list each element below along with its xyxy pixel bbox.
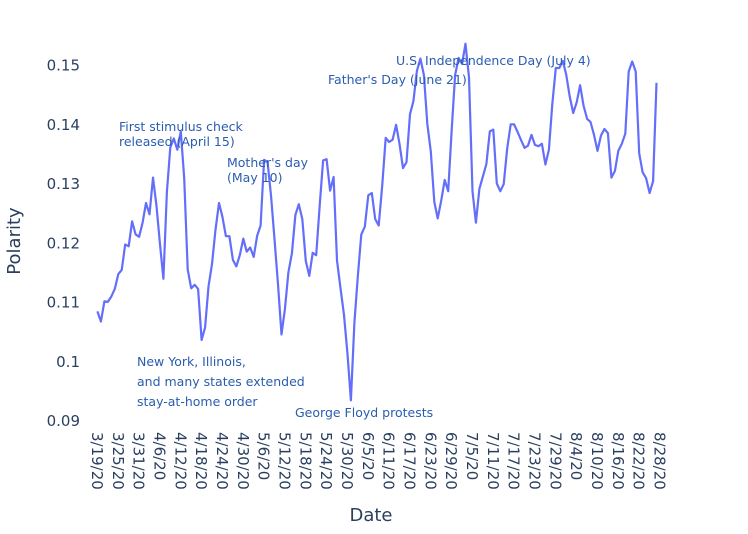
x-tick-label: 7/5/20 (463, 432, 481, 480)
x-tick-label: 6/11/20 (380, 432, 398, 490)
x-tick-label: 7/29/20 (546, 432, 564, 490)
y-axis-title: Polarity (4, 207, 25, 275)
annotation-stay-at-home-line-1: New York, Illinois, (137, 354, 246, 369)
x-tick-label: 7/17/20 (505, 432, 523, 490)
x-tick-label: 6/29/20 (442, 432, 460, 490)
x-tick-label: 4/6/20 (151, 432, 169, 480)
x-tick-label: 5/12/20 (276, 432, 294, 490)
annotation-independence-day-line-1: U.S. Independence Day (July 4) (396, 53, 591, 68)
x-tick-label: 5/24/20 (317, 432, 335, 490)
x-tick-label: 6/23/20 (421, 432, 439, 490)
annotation-stay-at-home: New York, Illinois, and many states exte… (137, 354, 309, 409)
x-tick-label: 6/5/20 (359, 432, 377, 480)
y-tick-label: 0.1 (56, 353, 80, 371)
y-tick-label: 0.09 (47, 412, 80, 430)
annotation-stay-at-home-line-3: stay-at-home order (137, 394, 258, 409)
annotation-fathers-day: Father's Day (June 21) (328, 72, 467, 87)
x-tick-label: 8/28/20 (651, 432, 669, 490)
x-tick-label: 4/24/20 (213, 432, 231, 490)
annotation-mothers-day-line-2: (May 10) (227, 170, 282, 185)
annotation-george-floyd: George Floyd protests (295, 405, 433, 420)
annotation-stimulus: First stimulus check released (April 15) (119, 119, 247, 149)
x-tick-label: 8/4/20 (567, 432, 585, 480)
annotation-george-floyd-line-1: George Floyd protests (295, 405, 433, 420)
x-tick-label: 3/25/20 (109, 432, 127, 490)
y-tick-label: 0.14 (47, 116, 80, 134)
x-axis-title: Date (349, 505, 392, 526)
x-tick-label: 4/12/20 (171, 432, 189, 490)
annotation-stimulus-line-2: released (April 15) (119, 134, 235, 149)
y-tick-label: 0.13 (47, 175, 80, 193)
x-tick-label: 7/11/20 (484, 432, 502, 490)
x-tick-label: 5/6/20 (255, 432, 273, 480)
annotation-independence-day: U.S. Independence Day (July 4) (396, 53, 591, 68)
polarity-series-line (96, 42, 658, 402)
x-tick-label: 8/10/20 (588, 432, 606, 490)
x-tick-label: 3/31/20 (130, 432, 148, 490)
x-tick-label: 4/30/20 (234, 432, 252, 490)
x-tick-label: 5/18/20 (296, 432, 314, 490)
annotation-fathers-day-line-1: Father's Day (June 21) (328, 72, 467, 87)
x-tick-label: 7/23/20 (526, 432, 544, 490)
x-tick-label: 3/19/20 (88, 432, 106, 490)
annotation-stimulus-line-1: First stimulus check (119, 119, 244, 134)
x-tick-label: 4/18/20 (192, 432, 210, 490)
y-tick-label: 0.15 (47, 57, 80, 75)
x-tick-label: 5/30/20 (338, 432, 356, 490)
y-tick-label: 0.11 (47, 294, 80, 312)
x-axis-ticks: 3/19/20 3/25/20 3/31/20 4/6/20 4/12/20 4/18/2… (88, 432, 669, 490)
x-tick-label: 8/16/20 (609, 432, 627, 490)
x-tick-label: 8/22/20 (630, 432, 648, 490)
annotation-mothers-day: Mother's day (May 10) (227, 155, 312, 185)
y-tick-label: 0.12 (47, 234, 80, 252)
y-axis-ticks: 0.09 0.1 0.11 0.12 0.13 0.14 0.15 (47, 57, 80, 430)
x-tick-label: 6/17/20 (401, 432, 419, 490)
annotation-mothers-day-line-1: Mother's day (227, 155, 309, 170)
annotation-stay-at-home-line-2: and many states extended (137, 374, 305, 389)
